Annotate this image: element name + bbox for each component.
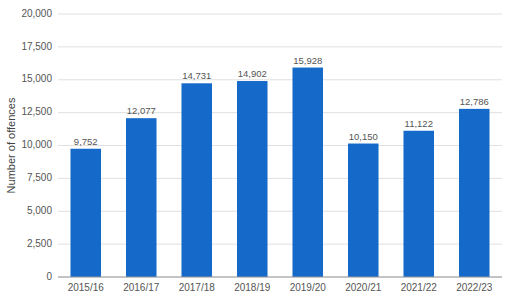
- data-label: 12,077: [127, 105, 156, 116]
- data-label: 15,928: [293, 55, 322, 66]
- grid-line: [58, 211, 502, 212]
- bar: [292, 68, 323, 277]
- x-tick-label: 2017/18: [179, 282, 216, 293]
- x-axis: 2015/16 2016/17 2017/18 2018/19 2019/20 2020/…: [68, 282, 493, 293]
- data-label: 11,122: [405, 118, 433, 129]
- bar: [70, 149, 101, 277]
- bar: [403, 131, 434, 277]
- y-tick-label: 20,000: [21, 8, 52, 19]
- data-label: 14,902: [238, 68, 267, 79]
- bar: [348, 144, 379, 277]
- y-tick-label: 2,500: [27, 238, 52, 249]
- grid-line: [58, 244, 502, 245]
- y-tick-label: 7,500: [27, 172, 52, 183]
- y-tick-label: 5,000: [27, 205, 52, 216]
- x-axis-line: [58, 277, 502, 278]
- y-tick-label: 17,500: [21, 41, 52, 52]
- y-tick-label: 12,500: [21, 106, 52, 117]
- x-tick-label: 2022/23: [456, 282, 493, 293]
- bar: [181, 83, 212, 277]
- data-label: 9,752: [74, 136, 98, 147]
- x-tick-label: 2021/22: [401, 282, 438, 293]
- y-tick-label: 10,000: [21, 139, 52, 150]
- bars: [70, 68, 489, 277]
- grid-line: [58, 112, 502, 113]
- data-labels: 9,752 12,077 14,731 14,902 15,928 10,150 11,12…: [74, 55, 489, 147]
- grid-line: [58, 178, 502, 179]
- y-tick-label: 0: [46, 271, 52, 282]
- x-tick-label: 2019/20: [290, 282, 327, 293]
- data-label: 10,150: [349, 131, 378, 142]
- data-label: 12,786: [460, 96, 489, 107]
- x-tick-label: 2015/16: [68, 282, 105, 293]
- grid-line: [58, 14, 502, 15]
- x-tick-label: 2018/19: [234, 282, 271, 293]
- x-tick-label: 2020/21: [345, 282, 382, 293]
- y-axis-label: Number of offences: [5, 97, 17, 193]
- x-tick-label: 2016/17: [123, 282, 160, 293]
- y-tick-label: 15,000: [21, 73, 52, 84]
- grid-line: [58, 145, 502, 146]
- chart: 0 2,500 5,000 7,500 10,000 12,500 15,000 17,500…: [0, 0, 512, 301]
- bar: [126, 118, 157, 277]
- grid-line: [58, 46, 502, 47]
- grid-line: [58, 277, 502, 278]
- grid-line: [58, 79, 502, 80]
- y-axis: 0 2,500 5,000 7,500 10,000 12,500 15,000 17,500…: [21, 8, 502, 282]
- data-label: 14,731: [182, 70, 211, 81]
- bar: [237, 81, 268, 277]
- bar: [459, 109, 490, 277]
